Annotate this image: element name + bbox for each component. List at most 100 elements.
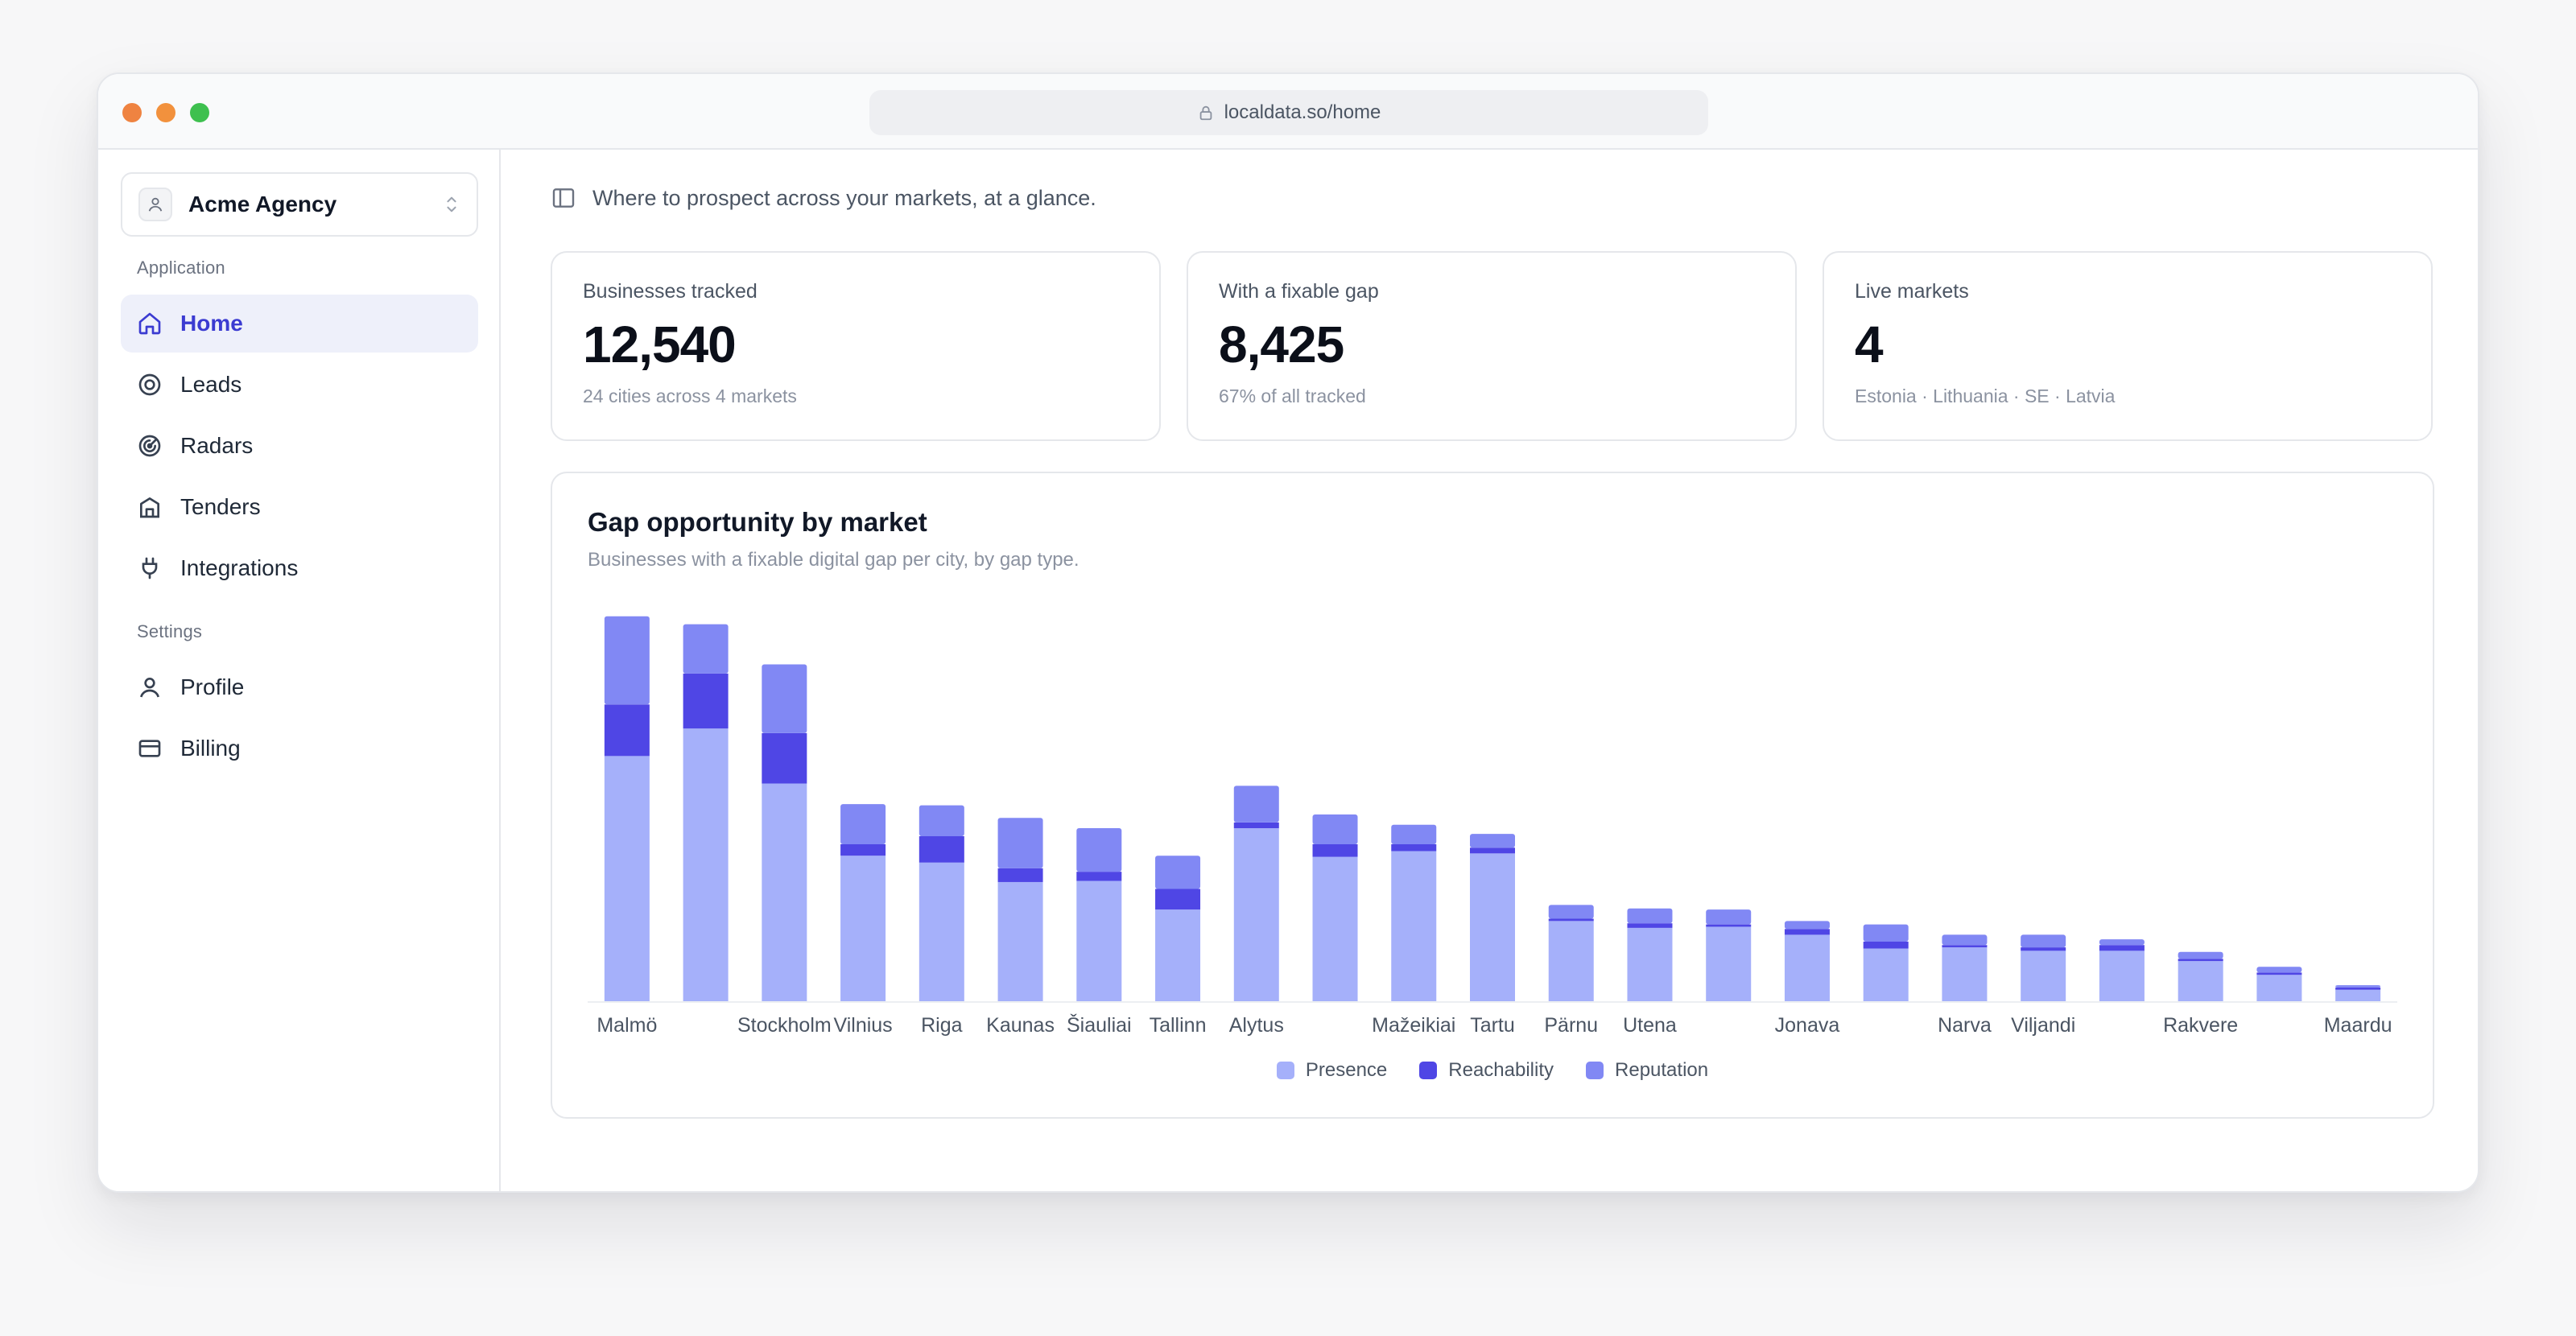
bar-group-Mažeikiai[interactable] xyxy=(1391,824,1437,1001)
bar-segment-reputation[interactable] xyxy=(1312,814,1358,844)
sidebar-item-tenders[interactable]: Tenders xyxy=(121,478,478,536)
close-window-button[interactable] xyxy=(122,103,142,122)
sidebar-item-radars[interactable]: Radars xyxy=(121,417,478,475)
bar-segment-reachability[interactable] xyxy=(1942,945,1988,948)
bar-segment-reputation[interactable] xyxy=(1076,828,1122,872)
bar-segment-reputation[interactable] xyxy=(1706,909,1752,925)
bar-segment-presence[interactable] xyxy=(2178,961,2223,1001)
bar-segment-reputation[interactable] xyxy=(919,805,964,837)
bar-segment-reputation[interactable] xyxy=(997,818,1043,868)
bar-segment-reachability[interactable] xyxy=(840,843,886,856)
bar-segment-reputation[interactable] xyxy=(2021,934,2066,948)
bar-segment-reputation[interactable] xyxy=(1863,924,1909,942)
bar-group-Alytus[interactable] xyxy=(1233,786,1279,1001)
bar-group-city-20[interactable] xyxy=(2099,939,2145,1001)
bar-group-city-15[interactable] xyxy=(1706,909,1752,1001)
bar-segment-reputation[interactable] xyxy=(1627,908,1673,924)
bar-segment-reputation[interactable] xyxy=(1391,824,1437,844)
bar-segment-reachability[interactable] xyxy=(2099,945,2145,951)
bar-segment-reputation[interactable] xyxy=(762,664,807,733)
account-switcher[interactable]: Acme Agency xyxy=(121,172,478,237)
bar-segment-presence[interactable] xyxy=(840,856,886,1001)
bar-segment-presence[interactable] xyxy=(762,783,807,1001)
bar-segment-reputation[interactable] xyxy=(2256,967,2302,973)
bar-segment-reputation[interactable] xyxy=(683,624,729,674)
bar-segment-reputation[interactable] xyxy=(1233,786,1279,823)
legend-item-reachability[interactable]: Reachability xyxy=(1419,1059,1554,1082)
bar-segment-reachability[interactable] xyxy=(604,704,650,757)
bar-segment-reputation[interactable] xyxy=(604,616,650,705)
bar-segment-reputation[interactable] xyxy=(2178,951,2223,959)
bar-group-Riga[interactable] xyxy=(919,805,964,1001)
bar-group-Šiauliai[interactable] xyxy=(1076,828,1122,1001)
sidebar-item-profile[interactable]: Profile xyxy=(121,658,478,716)
bar-group-Rakvere[interactable] xyxy=(2178,951,2223,1001)
bar-segment-presence[interactable] xyxy=(1627,927,1673,1001)
bar-segment-presence[interactable] xyxy=(1784,934,1830,1001)
bar-group-Narva[interactable] xyxy=(1942,934,1988,1001)
legend-item-presence[interactable]: Presence xyxy=(1276,1059,1387,1082)
bar-segment-presence[interactable] xyxy=(1548,921,1594,1001)
bar-group-Tallinn[interactable] xyxy=(1155,856,1201,1001)
bar-segment-reachability[interactable] xyxy=(1076,872,1122,881)
legend-item-reputation[interactable]: Reputation xyxy=(1586,1059,1708,1082)
bar-group-Vilnius[interactable] xyxy=(840,804,886,1001)
bar-segment-reachability[interactable] xyxy=(997,868,1043,882)
bar-segment-reputation[interactable] xyxy=(1784,921,1830,930)
maximize-window-button[interactable] xyxy=(190,103,209,122)
bar-segment-presence[interactable] xyxy=(2021,950,2066,1001)
bar-segment-presence[interactable] xyxy=(997,881,1043,1001)
bar-segment-reputation[interactable] xyxy=(2099,939,2145,946)
bar-segment-reachability[interactable] xyxy=(919,836,964,863)
bar-segment-reachability[interactable] xyxy=(683,673,729,729)
bar-segment-presence[interactable] xyxy=(1155,909,1201,1001)
bar-segment-presence[interactable] xyxy=(1942,947,1988,1001)
bar-segment-reachability[interactable] xyxy=(1627,923,1673,928)
bar-segment-presence[interactable] xyxy=(2256,975,2302,1001)
bar-segment-reachability[interactable] xyxy=(2256,972,2302,975)
bar-segment-reachability[interactable] xyxy=(1863,941,1909,949)
bar-group-Jonava[interactable] xyxy=(1784,921,1830,1001)
bar-segment-reachability[interactable] xyxy=(1312,843,1358,857)
bar-segment-reputation[interactable] xyxy=(840,804,886,844)
bar-segment-reachability[interactable] xyxy=(1706,924,1752,927)
bar-group-Utena[interactable] xyxy=(1627,908,1673,1001)
bar-segment-reachability[interactable] xyxy=(2335,987,2381,990)
bar-segment-presence[interactable] xyxy=(683,728,729,1001)
bar-segment-reachability[interactable] xyxy=(762,732,807,784)
bar-group-Malmö[interactable] xyxy=(604,616,650,1001)
minimize-window-button[interactable] xyxy=(156,103,175,122)
bar-segment-presence[interactable] xyxy=(1470,853,1515,1001)
bar-group-Pärnu[interactable] xyxy=(1548,905,1594,1001)
bar-segment-reachability[interactable] xyxy=(1155,889,1201,910)
bar-group-city-22[interactable] xyxy=(2256,967,2302,1001)
bar-segment-reachability[interactable] xyxy=(1784,929,1830,935)
address-bar[interactable]: localdata.so/home xyxy=(869,90,1708,135)
bar-segment-reachability[interactable] xyxy=(1233,822,1279,829)
bar-segment-presence[interactable] xyxy=(2335,989,2381,1001)
bar-group-Kaunas[interactable] xyxy=(997,818,1043,1001)
bar-segment-reachability[interactable] xyxy=(2021,947,2066,951)
bar-segment-presence[interactable] xyxy=(1391,851,1437,1001)
bar-segment-reachability[interactable] xyxy=(2178,959,2223,962)
bar-segment-presence[interactable] xyxy=(919,862,964,1001)
bar-segment-reputation[interactable] xyxy=(1470,834,1515,848)
bar-segment-presence[interactable] xyxy=(2099,950,2145,1001)
bar-segment-reachability[interactable] xyxy=(1548,918,1594,922)
sidebar-item-billing[interactable]: Billing xyxy=(121,720,478,777)
bar-segment-reputation[interactable] xyxy=(2335,985,2381,988)
bar-segment-reachability[interactable] xyxy=(1470,847,1515,854)
bar-group-city-2[interactable] xyxy=(683,624,729,1001)
bar-segment-presence[interactable] xyxy=(604,756,650,1001)
sidebar-item-home[interactable]: Home xyxy=(121,295,478,353)
bar-segment-reputation[interactable] xyxy=(1942,934,1988,946)
bar-group-Maardu[interactable] xyxy=(2335,985,2381,1001)
bar-group-Stockholm[interactable] xyxy=(762,664,807,1001)
bar-segment-reputation[interactable] xyxy=(1155,856,1201,889)
bar-group-city-10[interactable] xyxy=(1312,814,1358,1001)
bar-group-Tartu[interactable] xyxy=(1470,834,1515,1001)
sidebar-item-leads[interactable]: Leads xyxy=(121,356,478,414)
bar-segment-presence[interactable] xyxy=(1863,948,1909,1001)
bar-segment-reachability[interactable] xyxy=(1391,843,1437,851)
bar-group-Viljandi[interactable] xyxy=(2021,934,2066,1001)
